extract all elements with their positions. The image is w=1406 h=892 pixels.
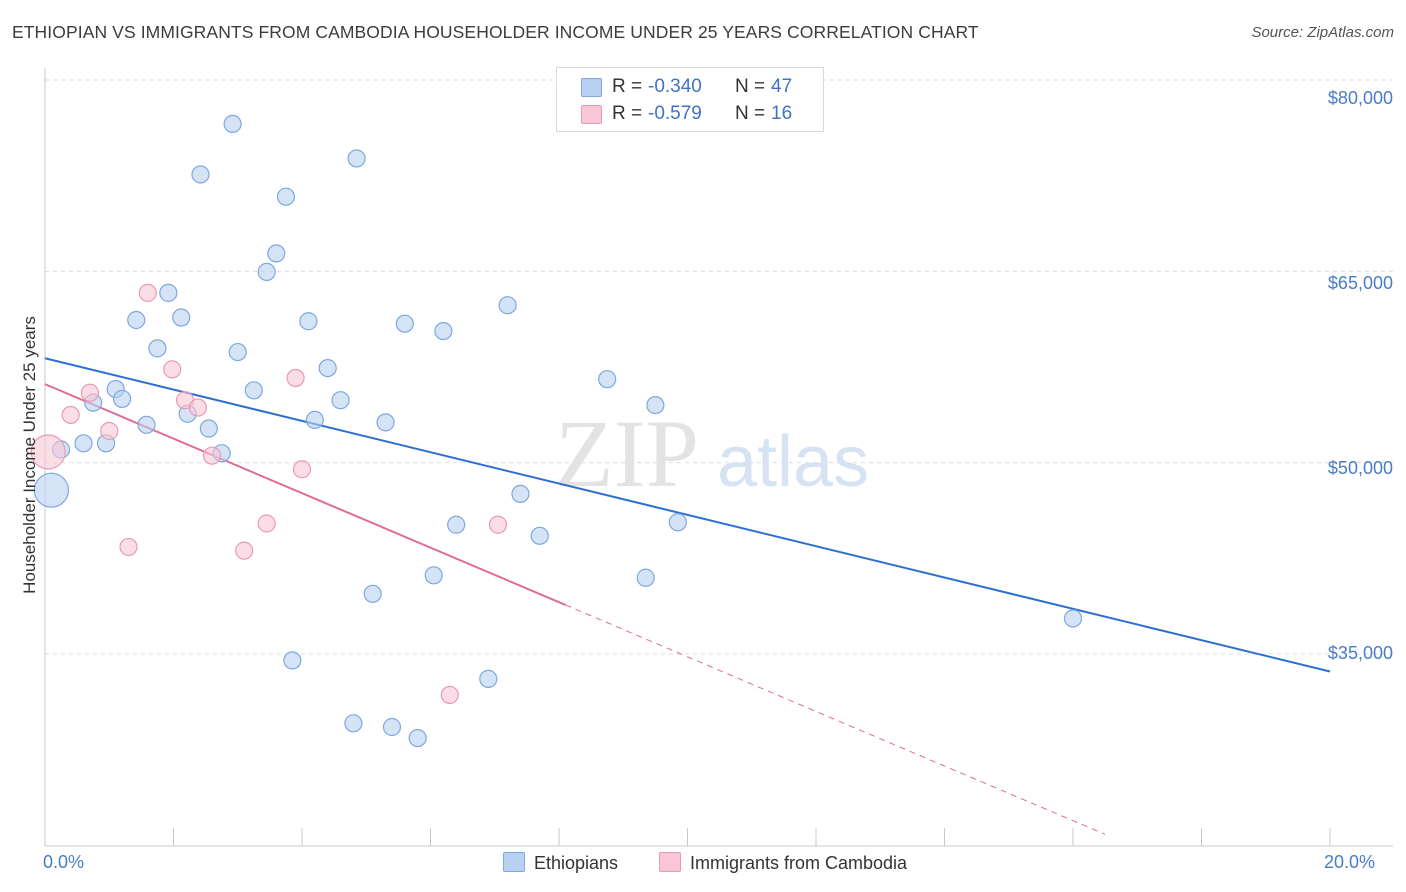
data-point-ethiopian — [424, 566, 443, 585]
y-axis-label: Householder Income Under 25 years — [20, 316, 39, 594]
data-point-ethiopian — [283, 651, 302, 670]
data-point-ethiopian — [33, 472, 70, 508]
data-point-ethiopian — [363, 584, 382, 603]
data-point-ethiopian — [347, 149, 366, 168]
chart-title: ETHIOPIAN VS IMMIGRANTS FROM CAMBODIA HO… — [12, 22, 979, 42]
data-point-ethiopian — [299, 312, 318, 331]
data-point-ethiopian — [511, 484, 530, 503]
data-point-cambodia — [488, 515, 508, 534]
legend-item-cambodia[interactable]: Immigrants from Cambodia — [659, 852, 907, 874]
data-point-ethiopian — [276, 187, 296, 206]
legend-swatch-pink — [659, 852, 681, 872]
data-point-cambodia — [138, 283, 157, 302]
legend-n-value: 16 — [771, 103, 793, 124]
data-point-ethiopian — [646, 396, 665, 415]
trend-line-cambodia-extrapolated — [565, 604, 1106, 835]
data-point-ethiopian — [479, 669, 498, 689]
data-point-cambodia — [286, 368, 305, 388]
y-tick-label: $80,000 — [1328, 88, 1393, 108]
y-tick-label: $35,000 — [1328, 643, 1393, 663]
data-point-ethiopian — [376, 413, 395, 432]
data-point-ethiopian — [434, 322, 453, 341]
data-point-cambodia — [440, 685, 459, 705]
trend-line-ethiopians — [44, 357, 1331, 673]
data-point-ethiopian — [530, 526, 549, 545]
data-point-ethiopian — [598, 370, 617, 389]
data-point-cambodia — [202, 446, 222, 465]
trend-line-cambodia — [44, 383, 566, 606]
data-point-ethiopian — [498, 296, 517, 315]
legend-n-label: N = — [735, 103, 766, 124]
legend-n-value: 47 — [771, 76, 793, 97]
data-point-cambodia — [188, 398, 208, 417]
data-point-cambodia — [163, 360, 182, 379]
watermark-atlas: atlas — [717, 422, 869, 502]
data-point-ethiopian — [74, 434, 93, 453]
trend-lines — [44, 357, 1331, 835]
data-point-ethiopian — [148, 339, 167, 358]
zipatlas-watermark: ZIP atlas — [555, 400, 869, 507]
series-cambodia — [30, 283, 508, 705]
data-point-ethiopian — [395, 314, 414, 333]
data-point-cambodia — [257, 514, 276, 533]
legend-n-label: N = — [735, 76, 766, 97]
legend-label: Immigrants from Cambodia — [690, 853, 908, 873]
watermark-zip: ZIP — [555, 400, 699, 507]
correlation-legend: R = -0.340 N = 47 R = -0.579 N = 16 — [556, 67, 824, 132]
data-point-ethiopian — [382, 717, 402, 737]
data-point-ethiopian — [447, 515, 466, 534]
data-point-ethiopian — [244, 381, 263, 400]
legend-item-ethiopians[interactable]: Ethiopians — [503, 852, 618, 874]
data-point-cambodia — [80, 383, 100, 402]
legend-r-value: -0.340 — [648, 76, 702, 97]
data-point-ethiopian — [137, 415, 156, 434]
legend-swatch-blue — [581, 78, 602, 97]
data-point-ethiopian — [636, 568, 655, 587]
legend-swatch-blue — [503, 852, 525, 872]
series-ethiopians — [33, 114, 1083, 748]
source-label: Source: ZipAtlas.com — [1251, 24, 1394, 41]
data-point-cambodia — [61, 405, 80, 425]
data-point-ethiopian — [191, 165, 210, 184]
y-tick-label: $50,000 — [1328, 458, 1393, 478]
x-tick-label-min: 0.0% — [43, 852, 85, 872]
data-point-ethiopian — [305, 410, 324, 429]
data-point-ethiopian — [668, 513, 687, 532]
data-point-ethiopian — [199, 419, 218, 438]
data-point-cambodia — [235, 541, 254, 560]
data-point-cambodia — [119, 537, 138, 557]
data-point-ethiopian — [267, 244, 286, 263]
legend-swatch-pink — [581, 105, 602, 124]
data-point-ethiopian — [112, 389, 132, 409]
gridlines — [45, 79, 1393, 655]
data-point-ethiopian — [228, 342, 247, 362]
y-tick-label: $65,000 — [1328, 273, 1393, 293]
data-point-ethiopian — [331, 391, 350, 410]
data-point-ethiopian — [257, 262, 276, 281]
x-tick-label-max: 20.0% — [1324, 852, 1376, 872]
legend-label: Ethiopians — [534, 853, 619, 873]
data-point-cambodia — [30, 434, 66, 470]
data-point-ethiopian — [408, 728, 427, 748]
data-point-ethiopian — [159, 283, 178, 302]
data-point-ethiopian — [1063, 609, 1083, 628]
legend-r-label: R = — [612, 76, 643, 97]
legend-r-label: R = — [612, 103, 643, 124]
data-point-cambodia — [292, 460, 312, 479]
legend-r-value: -0.579 — [648, 103, 702, 124]
data-point-ethiopian — [127, 310, 146, 330]
data-point-ethiopian — [344, 714, 363, 733]
y-tick-labels: $80,000 $65,000 $50,000 $35,000 — [1328, 88, 1393, 663]
data-point-ethiopian — [223, 114, 242, 134]
data-point-ethiopian — [172, 308, 191, 327]
data-point-ethiopian — [318, 359, 337, 378]
data-point-cambodia — [100, 421, 119, 441]
